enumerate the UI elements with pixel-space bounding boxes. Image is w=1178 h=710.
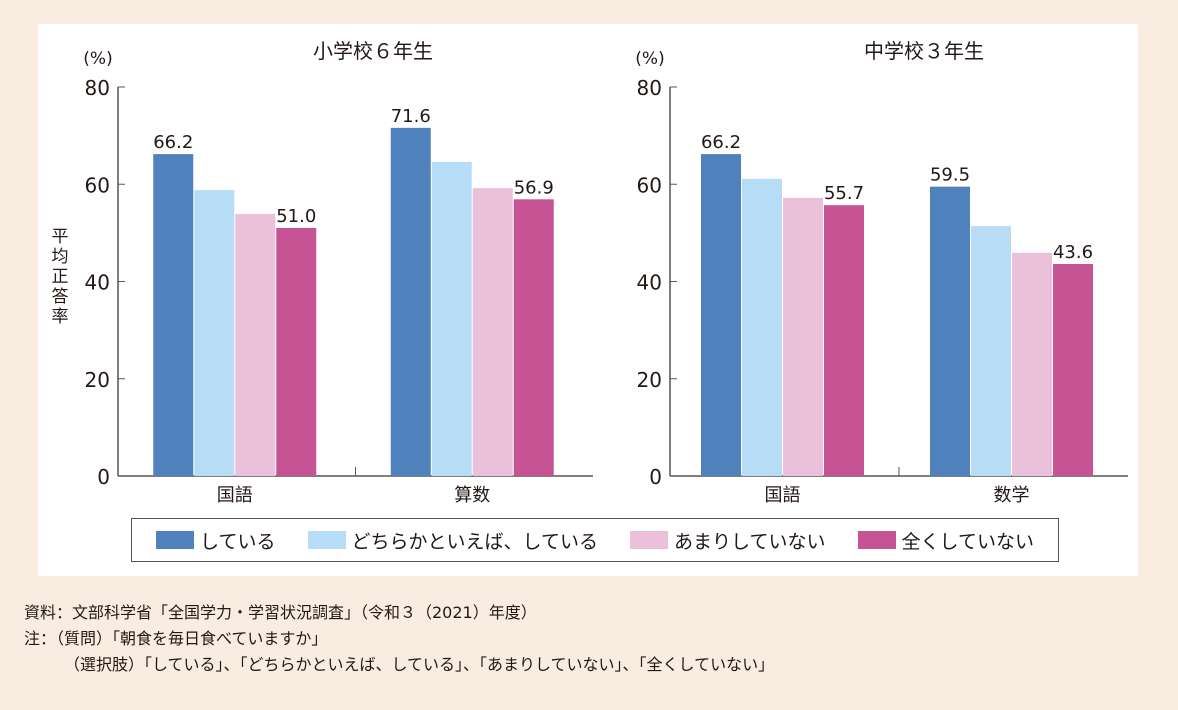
legend-label: どちらかといえば、している bbox=[351, 530, 598, 553]
data-label: 55.7 bbox=[824, 183, 864, 204]
legend-swatch bbox=[630, 531, 669, 549]
legend: している どちらかといえば、している あまりしていない 全くしていない bbox=[131, 518, 1059, 562]
unit-label: (%) bbox=[83, 49, 112, 69]
y-tick-label: 0 bbox=[97, 465, 110, 489]
unit-label: (%) bbox=[635, 49, 664, 69]
chart-panel: 小学校６年生 (%) 0 20 40 60 80 平均正答率 66.2 51.0 国語 71.6 56.… bbox=[38, 24, 1138, 576]
x-tick-label: 数学 bbox=[994, 485, 1030, 506]
bar bbox=[971, 226, 1011, 476]
data-label: 56.9 bbox=[514, 177, 554, 198]
legend-item: どちらかといえば、している bbox=[307, 527, 598, 554]
data-label: 66.2 bbox=[153, 132, 193, 153]
bar bbox=[390, 127, 431, 476]
legend-item: している bbox=[156, 527, 275, 554]
legend-label: あまりしていない bbox=[674, 530, 826, 553]
data-label: 59.5 bbox=[930, 165, 970, 186]
options-note: （選択肢）「している」、「どちらかといえば、している」、「あまりしていない」、「… bbox=[64, 655, 775, 674]
legend-swatch bbox=[307, 531, 346, 549]
y-tick-label: 80 bbox=[85, 76, 110, 100]
bar bbox=[194, 190, 235, 476]
data-label: 43.6 bbox=[1053, 242, 1093, 263]
x-tick-label: 国語 bbox=[765, 485, 801, 506]
y-axis-label-char: 答 bbox=[52, 287, 69, 307]
y-axis-label-char: 均 bbox=[52, 247, 69, 267]
legend-swatch bbox=[857, 531, 896, 549]
bar bbox=[431, 161, 472, 476]
bar bbox=[783, 197, 823, 477]
y-tick-label: 20 bbox=[637, 368, 662, 392]
data-label: 71.6 bbox=[391, 106, 431, 127]
legend-item: あまりしていない bbox=[630, 527, 825, 554]
bar bbox=[153, 154, 194, 477]
y-tick-label: 20 bbox=[85, 368, 110, 392]
notes: 資料：文部科学省「全国学力・学習状況調査」（令和３（2021）年度） 注：（質問… bbox=[24, 600, 774, 678]
x-tick-label: 算数 bbox=[454, 485, 490, 506]
legend-label: 全くしていない bbox=[901, 530, 1034, 553]
bar bbox=[1012, 252, 1052, 476]
y-axis-label-char: 正 bbox=[52, 267, 69, 287]
data-label: 51.0 bbox=[276, 206, 316, 227]
chart-title: 小学校６年生 bbox=[313, 39, 433, 63]
bar bbox=[513, 199, 554, 477]
bar bbox=[276, 228, 317, 476]
x-tick-label: 国語 bbox=[217, 485, 253, 506]
y-tick-label: 40 bbox=[637, 271, 662, 295]
legend-item: 全くしていない bbox=[857, 527, 1034, 554]
y-axis-label-char: 平 bbox=[52, 227, 69, 247]
bar bbox=[930, 186, 970, 476]
legend-swatch bbox=[156, 531, 195, 549]
y-tick-label: 40 bbox=[85, 271, 110, 295]
y-tick-label: 80 bbox=[637, 76, 662, 100]
chart-title: 中学校３年生 bbox=[864, 39, 984, 63]
source-note: 資料：文部科学省「全国学力・学習状況調査」（令和３（2021）年度） bbox=[24, 603, 537, 622]
bar bbox=[235, 213, 276, 476]
legend-label: している bbox=[200, 530, 276, 553]
bar bbox=[701, 154, 741, 477]
bar bbox=[1053, 263, 1093, 476]
data-label: 66.2 bbox=[701, 132, 741, 153]
y-tick-label: 60 bbox=[85, 173, 110, 197]
bar bbox=[472, 188, 513, 476]
y-tick-label: 0 bbox=[649, 465, 662, 489]
bar bbox=[742, 178, 782, 476]
bar bbox=[824, 205, 864, 476]
y-tick-label: 60 bbox=[637, 173, 662, 197]
y-axis-label-char: 率 bbox=[52, 307, 69, 327]
question-note: 注：（質問）「朝食を毎日食べていますか」 bbox=[24, 629, 328, 648]
